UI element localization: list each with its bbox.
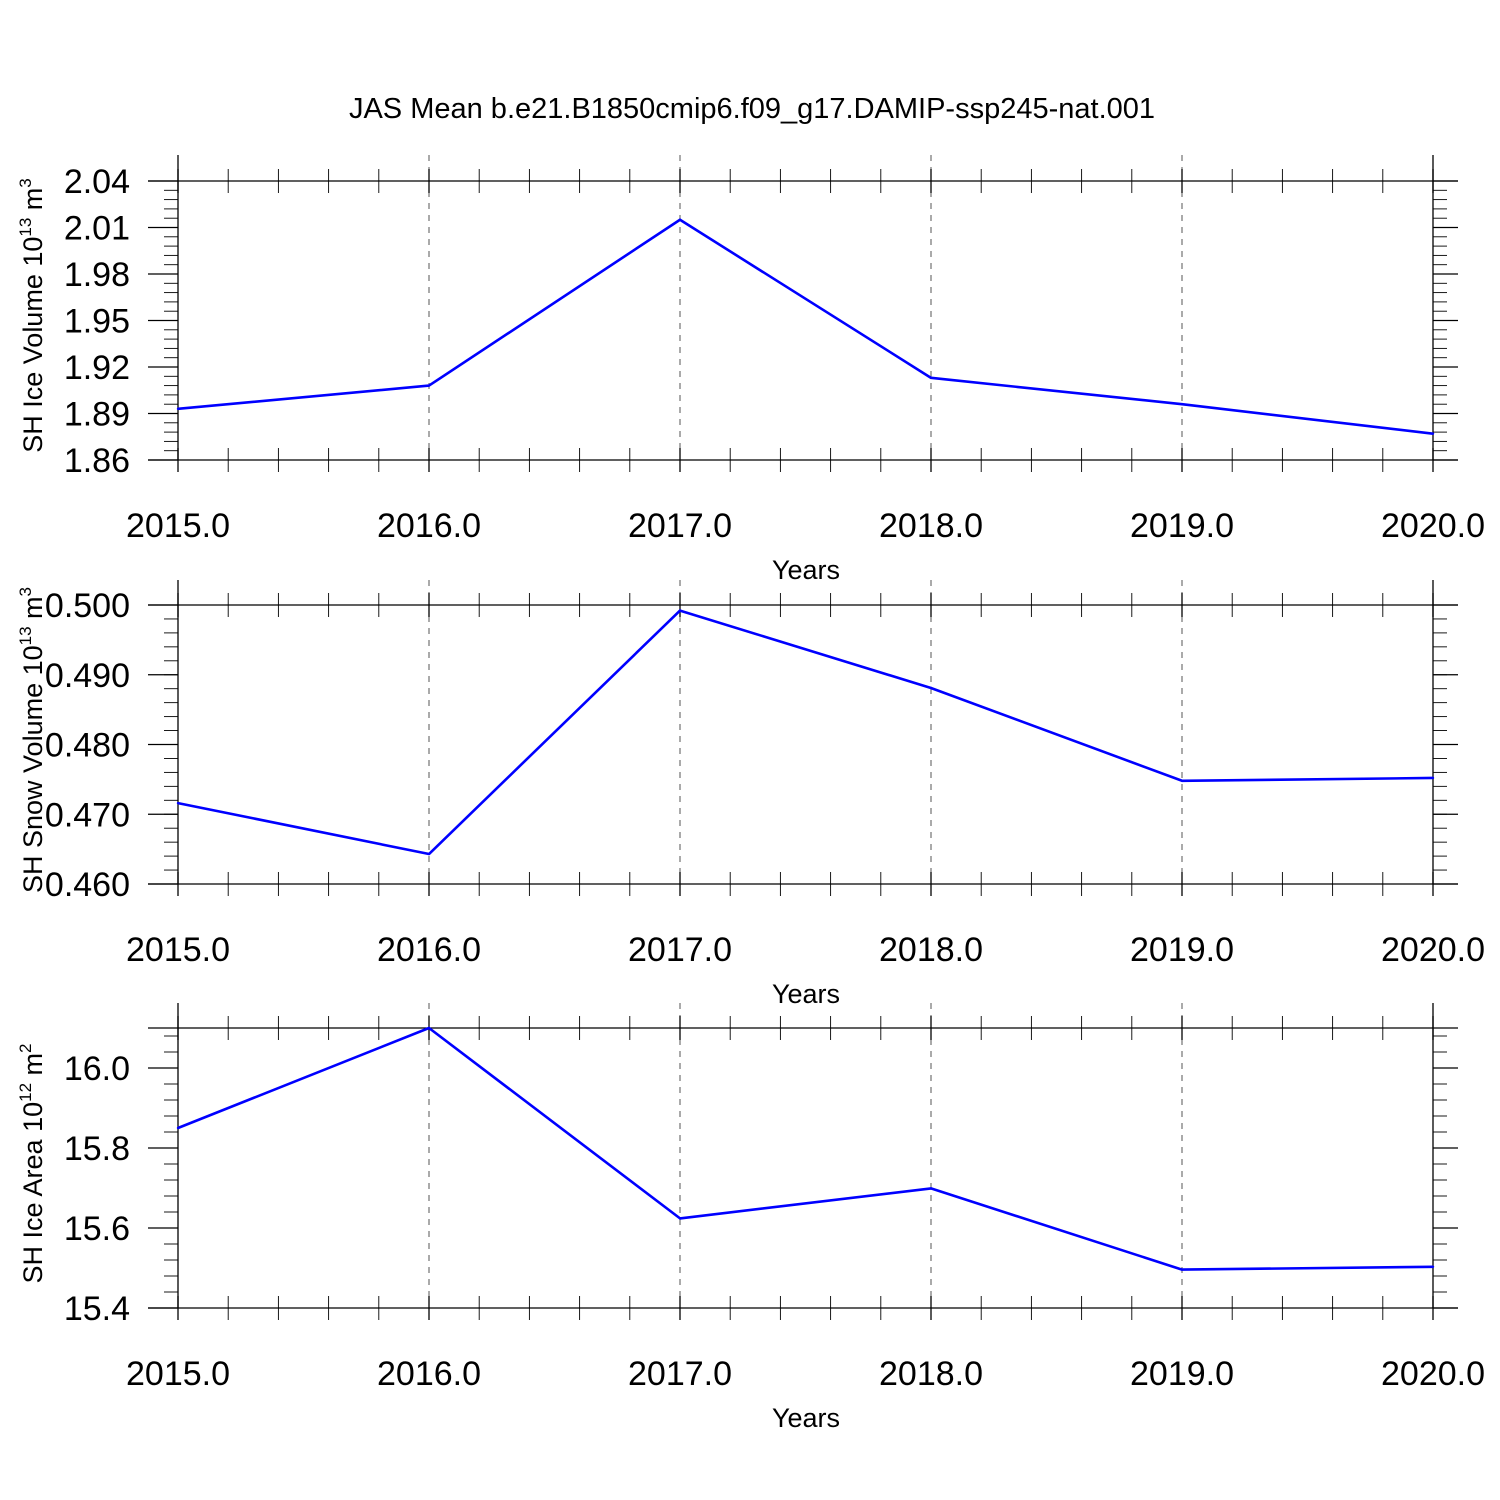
data-point xyxy=(176,1126,180,1130)
x-tick-label: 2019.0 xyxy=(1130,1355,1234,1393)
y-tick-label: 0.480 xyxy=(45,727,130,765)
series-line xyxy=(177,218,1434,435)
panels: 1.86 1.89 1.92 1.95 1.98 2.01 2.04 2015.0 2016.0… xyxy=(16,155,1485,1433)
y-tick-label: 1.86 xyxy=(64,442,130,480)
y-tick-label: 0.500 xyxy=(45,587,130,625)
y-tick-label: 16.0 xyxy=(64,1050,130,1088)
data-point xyxy=(1431,1265,1435,1269)
data-point xyxy=(1431,432,1435,435)
x-tick-label: 2020.0 xyxy=(1381,1355,1485,1393)
y-tick-label: 0.470 xyxy=(45,796,130,834)
data-point xyxy=(929,686,933,690)
y-tick-label: 15.6 xyxy=(64,1210,130,1248)
y-tick-label: 1.95 xyxy=(64,303,130,341)
data-point xyxy=(929,376,933,380)
chart-panel-1: 1.86 1.89 1.92 1.95 1.98 2.01 2.04 2015.0 2016.0… xyxy=(16,155,1485,585)
data-point xyxy=(1180,1268,1184,1271)
x-tick-label: 2019.0 xyxy=(1130,931,1234,969)
data-point xyxy=(427,384,431,387)
data-point xyxy=(678,609,682,612)
chart-title: JAS Mean b.e21.B1850cmip6.f09_g17.DAMIP-… xyxy=(349,93,1155,125)
x-tick-label: 2018.0 xyxy=(879,507,983,545)
x-tick-label: 2020.0 xyxy=(1381,931,1485,969)
x-tick-label: 2015.0 xyxy=(126,1355,230,1393)
x-tick-label: 2016.0 xyxy=(377,931,481,969)
y-tick-label: 15.8 xyxy=(64,1130,130,1168)
data-point xyxy=(1431,776,1435,780)
chart-panel-2: 0.460 0.470 0.480 0.490 0.500 2015.0 2016.0 201… xyxy=(16,580,1485,1009)
data-point xyxy=(176,407,180,411)
y-tick-label: 2.04 xyxy=(64,163,130,201)
data-point xyxy=(678,1217,682,1220)
y-axis-label: SH Ice Volume 1013 m3 xyxy=(16,178,48,453)
y-tick-label: 1.89 xyxy=(64,396,130,434)
x-tick-label: 2019.0 xyxy=(1130,507,1234,545)
y-tick-label: 1.98 xyxy=(64,256,130,294)
y-tick-label: 0.460 xyxy=(45,866,130,904)
data-point xyxy=(1180,403,1184,406)
x-tick-label: 2017.0 xyxy=(628,507,732,545)
x-tick-label: 2016.0 xyxy=(377,507,481,545)
x-tick-label: 2015.0 xyxy=(126,931,230,969)
data-point xyxy=(427,852,431,856)
x-tick-label: 2016.0 xyxy=(377,1355,481,1393)
x-axis-label: Years xyxy=(772,1403,840,1433)
y-axis-label: SH Snow Volume 1013 m3 xyxy=(16,587,48,893)
data-point xyxy=(427,1026,431,1030)
data-point xyxy=(929,1187,933,1190)
y-tick-label: 2.01 xyxy=(64,210,130,248)
y-tick-label: 0.490 xyxy=(45,657,130,695)
y-axis-label: SH Ice Area 1012 m2 xyxy=(16,1044,48,1284)
x-tick-label: 2020.0 xyxy=(1381,507,1485,545)
x-tick-label: 2017.0 xyxy=(628,1355,732,1393)
x-axis-label: Years xyxy=(772,979,840,1009)
data-point xyxy=(176,801,180,805)
x-tick-label: 2018.0 xyxy=(879,931,983,969)
y-tick-label: 15.4 xyxy=(64,1290,130,1328)
chart-panel-3: 15.4 15.6 15.8 16.0 2015.0 2016.0 2017.0 2018.0… xyxy=(16,1003,1485,1433)
y-tick-label: 1.92 xyxy=(64,349,130,387)
series-line xyxy=(177,1026,1434,1271)
data-point xyxy=(1180,779,1184,782)
data-point xyxy=(678,218,682,221)
x-tick-label: 2017.0 xyxy=(628,931,732,969)
series-line xyxy=(177,609,1434,856)
x-axis-label: Years xyxy=(772,555,840,585)
x-tick-label: 2015.0 xyxy=(126,507,230,545)
x-tick-label: 2018.0 xyxy=(879,1355,983,1393)
